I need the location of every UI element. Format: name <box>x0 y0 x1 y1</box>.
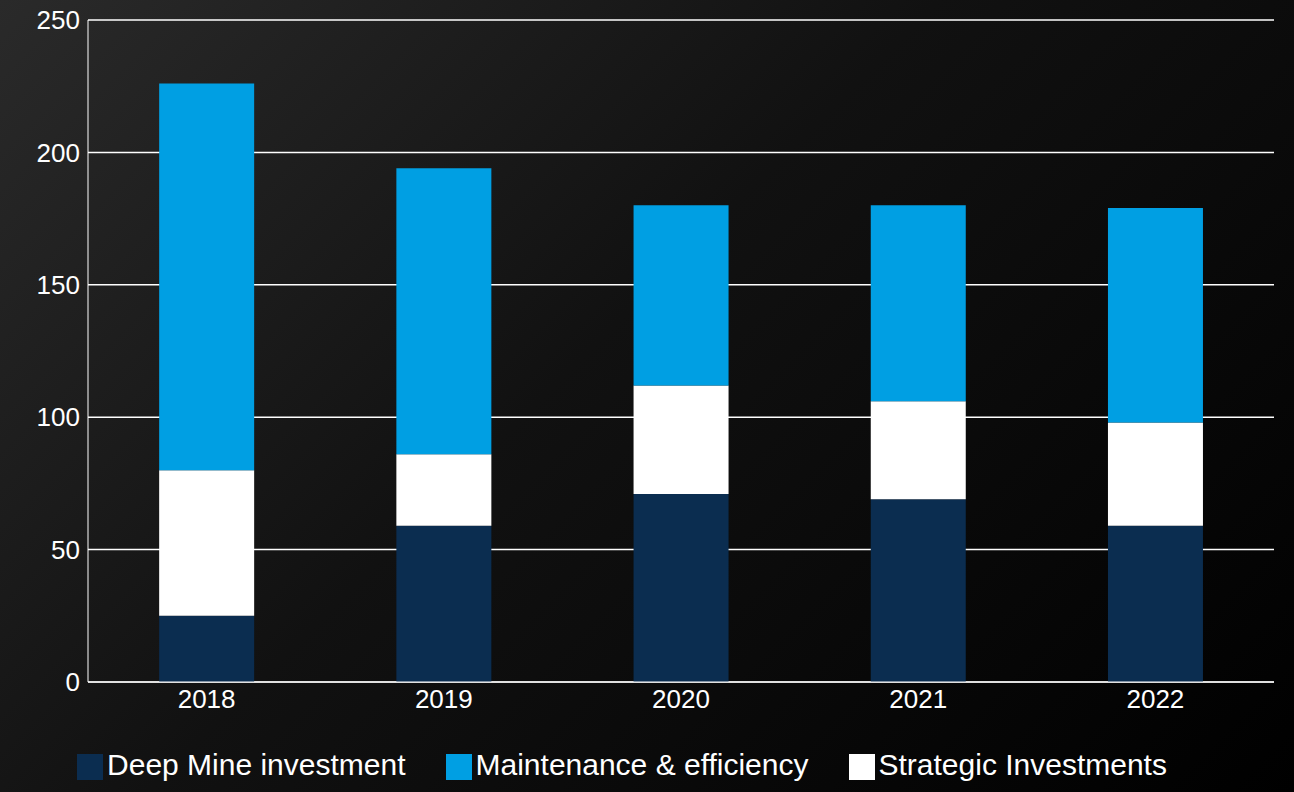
html-text:Strategic Investments: Strategic Investments <box>878 748 1167 781</box>
svg-text:2022: 2022 <box>1126 684 1184 714</box>
svg-text:150: 150 <box>37 270 80 300</box>
svg-text:100: 100 <box>37 402 80 432</box>
svg-text:2020: 2020 <box>652 684 710 714</box>
html-text:Maintenance & efficiency: Maintenance & efficiency <box>475 748 809 781</box>
svg-text:0: 0 <box>66 667 80 697</box>
svg-text:250: 250 <box>37 5 80 35</box>
svg-text:50: 50 <box>51 535 80 565</box>
svg-text:200: 200 <box>37 138 80 168</box>
svg-text:2018: 2018 <box>178 684 236 714</box>
svg-text:2019: 2019 <box>415 684 473 714</box>
svg-text:2021: 2021 <box>889 684 947 714</box>
html-text:Deep Mine investment: Deep Mine investment <box>107 748 406 781</box>
